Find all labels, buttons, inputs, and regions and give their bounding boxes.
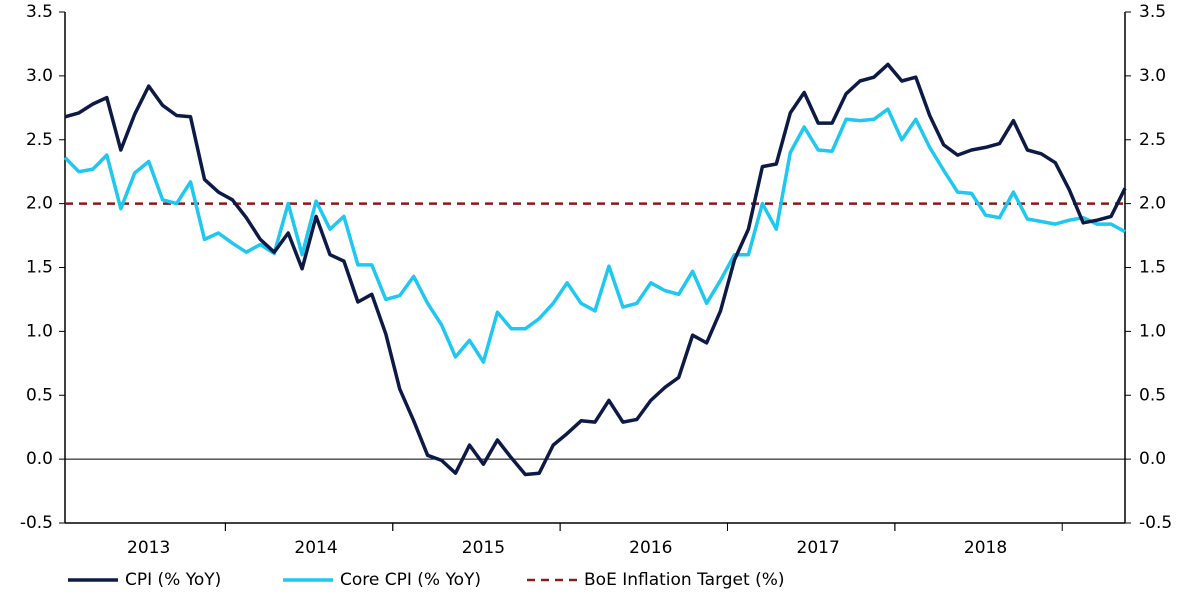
y-tick-label: 2.0 bbox=[26, 194, 53, 214]
y2-tick-label: 2.0 bbox=[1139, 194, 1166, 214]
legend-label: CPI (% YoY) bbox=[125, 570, 221, 590]
legend-label: Core CPI (% YoY) bbox=[340, 570, 481, 590]
y-tick-label: 1.5 bbox=[26, 258, 53, 278]
y-tick-label: 1.0 bbox=[26, 321, 53, 341]
y-tick-label: 3.5 bbox=[26, 2, 53, 22]
legend-label: BoE Inflation Target (%) bbox=[584, 570, 785, 590]
y2-tick-label: -0.5 bbox=[1139, 513, 1172, 533]
y-tick-label: 0.0 bbox=[26, 449, 53, 469]
x-tick-label: 2013 bbox=[127, 538, 170, 558]
x-tick-label: 2018 bbox=[964, 538, 1007, 558]
x-tick-label: 2017 bbox=[797, 538, 840, 558]
y2-tick-label: 3.5 bbox=[1139, 2, 1166, 22]
y2-tick-label: 2.5 bbox=[1139, 130, 1166, 150]
y-tick-label: 3.0 bbox=[26, 66, 53, 86]
y2-tick-label: 3.0 bbox=[1139, 66, 1166, 86]
y2-tick-label: 1.0 bbox=[1139, 321, 1166, 341]
y2-tick-label: 0.5 bbox=[1139, 385, 1166, 405]
x-tick-label: 2014 bbox=[294, 538, 337, 558]
y2-tick-label: 0.0 bbox=[1139, 449, 1166, 469]
y-tick-label: 0.5 bbox=[26, 385, 53, 405]
series-line bbox=[63, 107, 1126, 364]
y-tick-label: 2.5 bbox=[26, 130, 53, 150]
series-line bbox=[64, 62, 1127, 477]
y-tick-label: -0.5 bbox=[20, 513, 53, 533]
y2-tick-label: 1.5 bbox=[1139, 258, 1166, 278]
x-tick-label: 2015 bbox=[462, 538, 505, 558]
x-tick-label: 2016 bbox=[629, 538, 672, 558]
